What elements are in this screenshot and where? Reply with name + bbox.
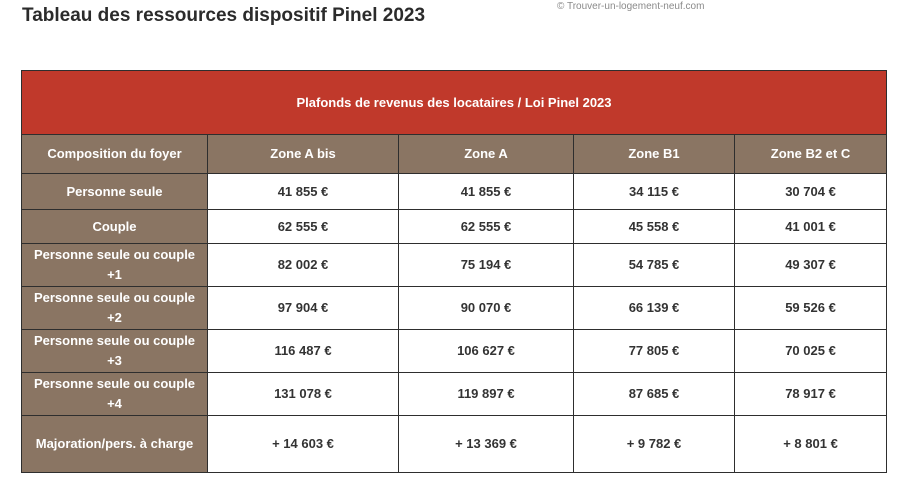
column-header-zone-b1: Zone B1 (573, 134, 735, 174)
cell-zone-a-bis: 131 078 € (207, 372, 399, 416)
table-row: Personne seule 41 855 € 41 855 € 34 115 … (21, 173, 888, 210)
table-row: Personne seule ou couple +3 116 487 € 10… (21, 329, 888, 373)
table-row: Couple 62 555 € 62 555 € 45 558 € 41 001… (21, 209, 888, 244)
cell-zone-b1: 66 139 € (573, 286, 735, 330)
row-label: Personne seule ou couple +3 (21, 329, 208, 373)
cell-zone-b1: 45 558 € (573, 209, 735, 244)
cell-zone-b2-c: 30 704 € (733, 173, 888, 210)
cell-zone-b1: 54 785 € (573, 243, 735, 287)
table-row: Personne seule ou couple +4 131 078 € 11… (21, 372, 888, 416)
cell-zone-a-bis: + 14 603 € (207, 415, 399, 473)
row-label: Personne seule ou couple +1 (21, 243, 208, 287)
cell-zone-a-bis: 62 555 € (207, 209, 399, 244)
cell-zone-a: 75 194 € (398, 243, 574, 287)
cell-zone-b2-c: 78 917 € (733, 372, 888, 416)
cell-zone-b2-c: + 8 801 € (733, 415, 888, 473)
income-ceiling-table: Plafonds de revenus des locataires / Loi… (20, 70, 888, 473)
table-banner: Plafonds de revenus des locataires / Loi… (20, 70, 888, 135)
cell-zone-a: 62 555 € (398, 209, 574, 244)
cell-zone-a: 106 627 € (398, 329, 574, 373)
cell-zone-a-bis: 41 855 € (207, 173, 399, 210)
row-label: Couple (21, 209, 208, 244)
column-header-zone-a-bis: Zone A bis (207, 134, 399, 174)
income-ceiling-table-container: Plafonds de revenus des locataires / Loi… (20, 70, 888, 473)
table-row: Personne seule ou couple +1 82 002 € 75 … (21, 243, 888, 287)
cell-zone-b1: + 9 782 € (573, 415, 735, 473)
cell-zone-a-bis: 97 904 € (207, 286, 399, 330)
cell-zone-b2-c: 70 025 € (733, 329, 888, 373)
copyright-watermark: © Trouver-un-logement-neuf.com (557, 1, 705, 12)
row-label: Personne seule (21, 173, 208, 210)
table-row: Majoration/pers. à charge + 14 603 € + 1… (21, 415, 888, 473)
column-header-zone-a: Zone A (398, 134, 574, 174)
row-label: Majoration/pers. à charge (21, 415, 208, 473)
cell-zone-a: 41 855 € (398, 173, 574, 210)
cell-zone-b2-c: 49 307 € (733, 243, 888, 287)
row-label: Personne seule ou couple +2 (21, 286, 208, 330)
cell-zone-a: 119 897 € (398, 372, 574, 416)
cell-zone-b1: 34 115 € (573, 173, 735, 210)
cell-zone-a-bis: 82 002 € (207, 243, 399, 287)
column-header-zone-b2-c: Zone B2 et C (733, 134, 888, 174)
page-title: Tableau des ressources dispositif Pinel … (22, 5, 426, 26)
cell-zone-b2-c: 41 001 € (733, 209, 888, 244)
cell-zone-b1: 87 685 € (573, 372, 735, 416)
cell-zone-b1: 77 805 € (573, 329, 735, 373)
cell-zone-a: 90 070 € (398, 286, 574, 330)
cell-zone-b2-c: 59 526 € (733, 286, 888, 330)
row-label: Personne seule ou couple +4 (21, 372, 208, 416)
cell-zone-a: + 13 369 € (398, 415, 574, 473)
column-header-composition: Composition du foyer (21, 134, 208, 174)
cell-zone-a-bis: 116 487 € (207, 329, 399, 373)
table-row: Personne seule ou couple +2 97 904 € 90 … (21, 286, 888, 330)
